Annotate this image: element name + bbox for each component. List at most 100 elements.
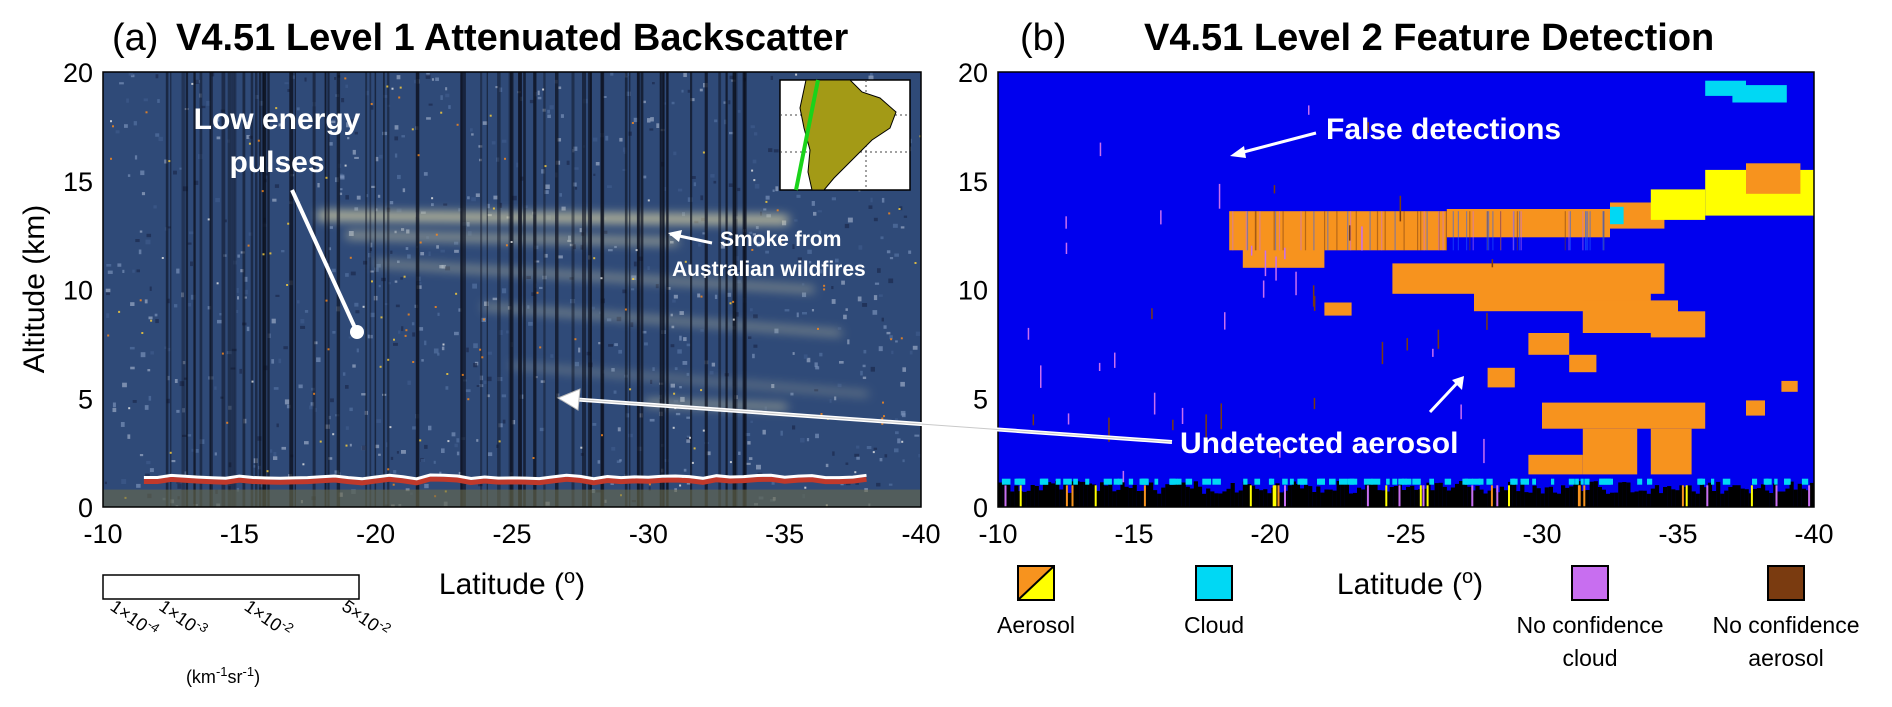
noise-speck: [356, 195, 361, 200]
noise-speck: [915, 331, 921, 336]
surface-column: [1132, 484, 1137, 507]
surface-aerosol: [1385, 485, 1388, 507]
noise-speck: [382, 393, 387, 396]
aerosol-layer: [1582, 428, 1638, 475]
noise-speck: [298, 384, 303, 389]
x-tick-label: -35: [765, 519, 804, 549]
surface-column: [1601, 489, 1606, 507]
bright-speck: [226, 421, 229, 424]
false-detection: [1312, 285, 1315, 307]
false-detection: [1108, 417, 1110, 442]
noise-speck: [542, 275, 547, 280]
dark-stripe: [718, 72, 720, 507]
noise-speck: [730, 232, 733, 236]
bright-speck: [145, 111, 148, 114]
layer-streak: [1327, 211, 1329, 251]
noise-speck: [792, 352, 795, 355]
noise-speck: [454, 443, 458, 448]
noise-speck: [605, 135, 609, 141]
surface-column: [1638, 490, 1643, 507]
noise-speck: [451, 432, 456, 437]
noise-speck: [593, 173, 596, 176]
noise-speck: [792, 244, 795, 250]
bright-speck: [389, 426, 392, 429]
noise-speck: [655, 284, 659, 289]
y-tick-label: 5: [973, 384, 988, 414]
surface-aerosol: [1071, 485, 1074, 507]
bright-speck: [345, 444, 348, 447]
noise-speck: [844, 223, 850, 229]
noise-speck: [686, 439, 691, 443]
noise-speck: [316, 357, 321, 363]
noise-speck: [697, 293, 701, 298]
noise-speck: [899, 206, 903, 211]
noise-speck: [383, 94, 388, 98]
surface-column: [1732, 485, 1737, 507]
noise-speck: [775, 186, 779, 192]
noise-speck: [608, 344, 614, 347]
noise-speck: [870, 197, 873, 203]
noise-speck: [431, 203, 434, 207]
noise-speck: [375, 444, 380, 449]
smoke-layer: [645, 399, 788, 410]
noise-speck: [345, 385, 349, 389]
dark-stripe: [181, 72, 185, 507]
noise-speck: [818, 230, 821, 235]
noise-speck: [401, 450, 406, 454]
noise-speck: [578, 347, 581, 353]
noise-speck: [407, 254, 411, 259]
layer-streak: [1568, 211, 1570, 251]
noise-speck: [328, 415, 331, 420]
surface-column: [1479, 489, 1484, 507]
noise-speck: [412, 426, 417, 430]
noise-speck: [317, 183, 320, 188]
noise-speck: [233, 120, 237, 125]
bright-speck: [776, 209, 779, 212]
annotation-low-energy-dot: [350, 325, 364, 339]
bright-speck: [804, 486, 807, 489]
noise-speck: [149, 286, 152, 291]
noise-speck: [424, 483, 429, 489]
noise-speck: [281, 446, 287, 450]
surface-aerosol: [1004, 485, 1007, 507]
noise-speck: [136, 269, 140, 273]
noise-speck: [368, 334, 373, 339]
panel-b-label: (b): [1020, 17, 1066, 59]
legend-no-confidence-aerosol-label-2: aerosol: [1748, 645, 1823, 671]
surface-column: [1597, 487, 1602, 507]
layer-streak: [1516, 211, 1518, 251]
noise-speck: [121, 479, 127, 485]
bright-speck: [398, 96, 401, 99]
surface-column: [1569, 486, 1574, 507]
surface-column: [1548, 486, 1553, 507]
noise-speck: [167, 226, 171, 229]
noise-speck: [614, 245, 617, 249]
noise-speck: [841, 280, 845, 285]
noise-speck: [361, 445, 366, 451]
noise-speck: [122, 269, 125, 273]
noise-speck: [176, 409, 180, 413]
surface-cloud: [1371, 478, 1381, 485]
noise-speck: [677, 188, 683, 192]
surface-column: [1234, 492, 1239, 507]
x-tick-label: -10: [83, 519, 122, 549]
surface-column: [1010, 491, 1015, 507]
annotation-false-detections-arrow: [1235, 131, 1317, 156]
surface-column: [1304, 484, 1309, 507]
surface-column: [1034, 486, 1039, 507]
noise-speck: [625, 413, 630, 418]
noise-speck: [440, 249, 445, 253]
surface-column: [1720, 493, 1725, 507]
surface-column: [1324, 489, 1329, 507]
noise-speck: [272, 198, 277, 202]
noise-speck: [671, 101, 675, 105]
y-tick-label: 20: [958, 58, 988, 88]
noise-speck: [164, 346, 167, 349]
noise-speck: [604, 230, 608, 234]
noise-speck: [630, 322, 634, 328]
noise-speck: [231, 348, 237, 352]
surface-cloud: [1472, 478, 1481, 485]
noise-speck: [918, 453, 921, 458]
surface-column: [1181, 482, 1186, 507]
bright-speck: [580, 446, 583, 449]
